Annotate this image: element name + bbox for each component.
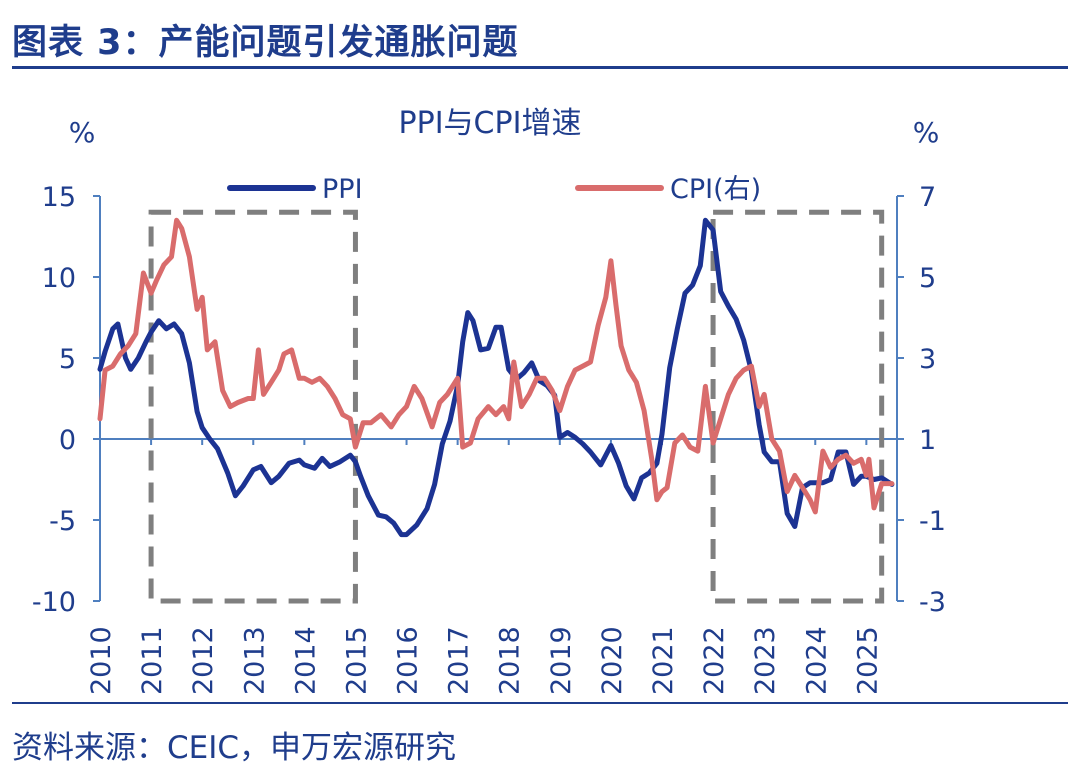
series-lines: [97, 217, 895, 538]
x-tick-label: 2014: [290, 626, 321, 695]
right-tick-label: 7: [919, 182, 936, 213]
x-tick-label: 2017: [444, 626, 475, 695]
highlight-box-2: [710, 209, 885, 604]
series-line-ppi: [97, 217, 895, 538]
x-tick-label: 2022: [699, 626, 730, 695]
left-tick-label: 0: [59, 425, 76, 456]
left-tick-label: -5: [49, 506, 76, 537]
highlight-box-1: [148, 209, 358, 604]
chart: PPI与CPI增速 % % PPI CPI(右) 151050-5-107531…: [32, 106, 946, 695]
x-tick-label: 2010: [86, 626, 117, 695]
x-tick-label: 2025: [852, 626, 883, 695]
title-rule: [12, 66, 1068, 69]
axes: 15 10 5 0 -5 -10 7 5 3 1 -1 -3 2010 2011 2012 2013 2014 2…: [32, 182, 946, 695]
right-tick-label: 3: [919, 344, 936, 375]
highlight-boxes: [148, 209, 885, 604]
x-tick-label: 2016: [393, 626, 424, 695]
x-tick-label: 2024: [801, 626, 832, 695]
x-tick-label: 2012: [188, 626, 219, 695]
source-note: 资料来源：CEIC，申万宏源研究: [12, 730, 457, 766]
x-tick-label: 2013: [239, 626, 270, 695]
right-tick-label: 1: [919, 425, 936, 456]
left-tick-label: 15: [42, 182, 76, 213]
right-tick-label: -3: [919, 587, 946, 618]
right-tick-label: -1: [919, 506, 946, 537]
right-tick-label: 5: [919, 263, 936, 294]
x-tick-label: 2018: [495, 626, 526, 695]
left-tick-label: 10: [42, 263, 76, 294]
legend-label-cpi: CPI(右): [670, 174, 761, 205]
left-axis-unit: %: [69, 116, 96, 149]
x-tick-label: 2020: [597, 626, 628, 695]
footer-rule: [12, 702, 1068, 704]
left-tick-label: -10: [32, 587, 76, 618]
chart-title: PPI与CPI增速: [399, 106, 582, 141]
figure-title: 图表 3：产能问题引发通胀问题: [12, 23, 519, 63]
x-tick-label: 2019: [546, 626, 577, 695]
x-tick-label: 2021: [648, 626, 679, 695]
x-tick-label: 2011: [137, 626, 168, 695]
x-tick-label: 2015: [341, 626, 372, 695]
legend: PPI CPI(右): [227, 174, 761, 205]
series-line-cpi: [97, 217, 895, 515]
left-tick-label: 5: [59, 344, 76, 375]
x-tick-label: 2023: [750, 626, 781, 695]
right-axis-unit: %: [913, 116, 940, 149]
legend-label-ppi: PPI: [322, 174, 363, 205]
